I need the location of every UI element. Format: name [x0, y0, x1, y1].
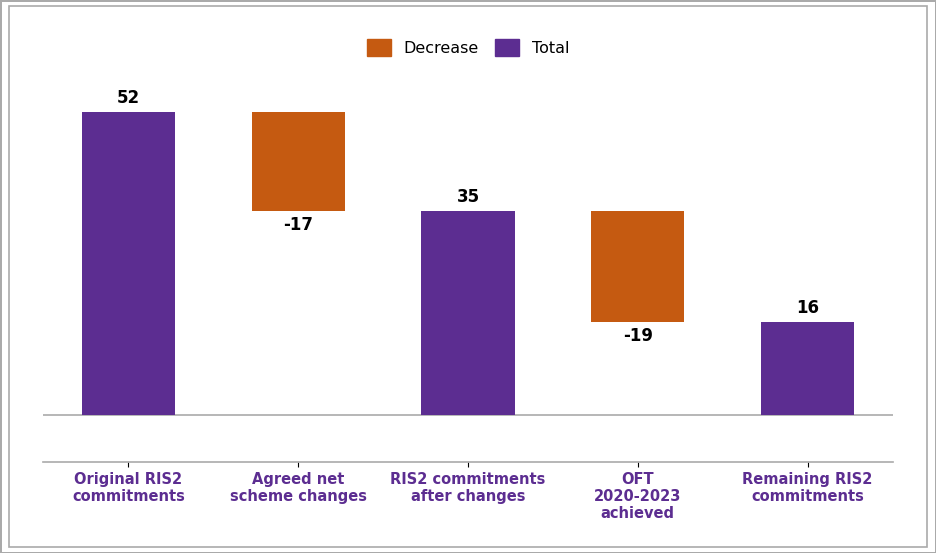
Bar	[421, 211, 515, 415]
Bar	[592, 211, 684, 322]
Text: 52: 52	[117, 89, 140, 107]
Text: -17: -17	[284, 216, 314, 233]
Text: -19: -19	[622, 326, 652, 345]
Legend: Decrease, Total: Decrease, Total	[360, 33, 576, 62]
Bar	[761, 322, 855, 415]
Bar	[81, 112, 175, 415]
Text: 35: 35	[457, 189, 479, 206]
Bar	[252, 112, 344, 211]
Text: 16: 16	[797, 299, 819, 317]
